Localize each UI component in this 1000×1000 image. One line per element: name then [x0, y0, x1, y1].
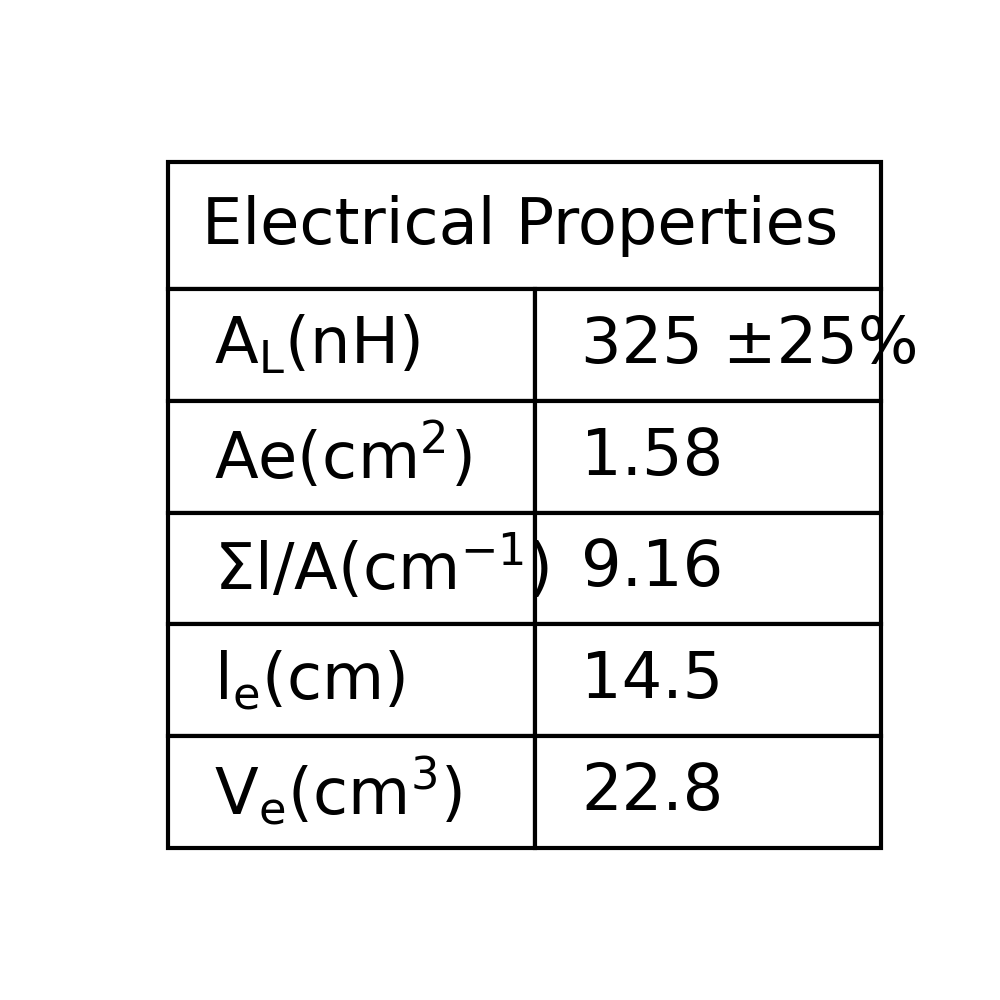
Text: $\mathregular{V}_{\mathregular{e}}\mathregular{(cm}^{\mathregular{3}}\mathregula: $\mathregular{V}_{\mathregular{e}}\mathr…	[214, 755, 462, 828]
Bar	[535, 513, 881, 624]
Bar	[535, 289, 881, 401]
Text: 9.16: 9.16	[581, 537, 724, 599]
Text: $\mathregular{\Sigma l/ A(cm}^{\mathregular{-1}}\mathregular{)}$: $\mathregular{\Sigma l/ A(cm}^{\mathregu…	[214, 534, 549, 603]
Bar	[168, 289, 535, 401]
Text: 1.58: 1.58	[581, 426, 724, 488]
Text: $\mathregular{Ae(cm}^{\mathregular{2}}\mathregular{)}$: $\mathregular{Ae(cm}^{\mathregular{2}}\m…	[214, 422, 472, 492]
Bar	[535, 401, 881, 513]
Bar	[168, 162, 881, 289]
Bar	[535, 736, 881, 848]
Text: $\mathregular{l}_{\mathregular{e}}\mathregular{(cm)}$: $\mathregular{l}_{\mathregular{e}}\mathr…	[214, 648, 405, 712]
Bar	[168, 401, 535, 513]
Text: 325 ±25%: 325 ±25%	[581, 314, 919, 376]
Text: 14.5: 14.5	[581, 649, 724, 711]
Bar	[168, 624, 535, 736]
Text: Electrical Properties: Electrical Properties	[202, 195, 839, 257]
Text: 22.8: 22.8	[581, 761, 724, 823]
Bar	[535, 624, 881, 736]
Text: $\mathregular{A}_{\mathregular{L}}\mathregular{(nH)}$: $\mathregular{A}_{\mathregular{L}}\mathr…	[214, 313, 420, 377]
Bar	[168, 513, 535, 624]
Bar	[168, 736, 535, 848]
